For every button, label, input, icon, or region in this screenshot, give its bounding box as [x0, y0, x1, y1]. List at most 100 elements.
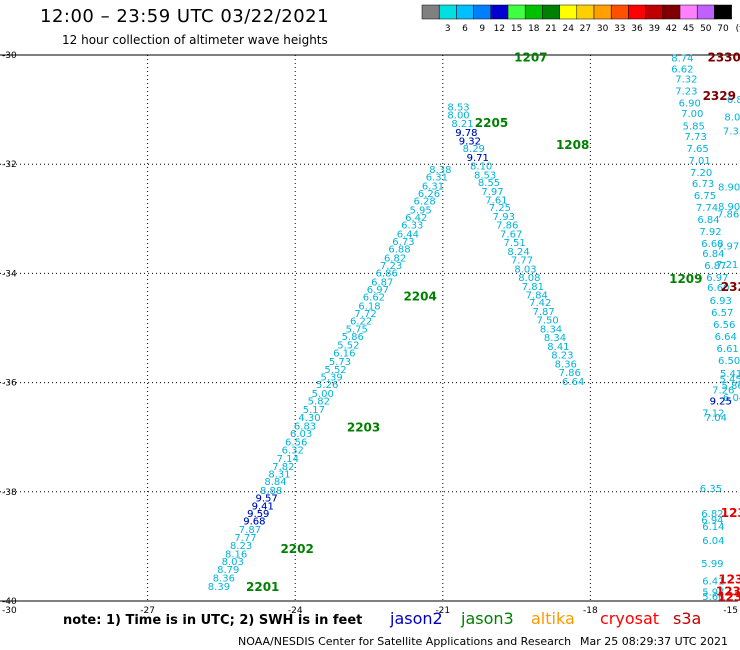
wave-height-value: 6.42 — [405, 213, 427, 224]
wave-height-value: 5.85 — [683, 121, 705, 132]
legend-tick-label: 42 — [666, 24, 677, 34]
wave-height-value: 6.18 — [358, 301, 380, 312]
wave-height-value: 5.97 — [702, 588, 724, 599]
legend-tick-label: 33 — [614, 24, 625, 34]
wave-height-value: 7.14 — [277, 454, 299, 465]
wave-height-value: 7.21 — [716, 260, 738, 271]
wave-height-value: 8.90 — [718, 202, 740, 213]
wave-height-value: 5.45 — [719, 375, 740, 386]
wave-height-value: 7.23 — [380, 261, 402, 272]
wave-height-value: 6.61 — [717, 344, 739, 355]
wave-height-value: 4.30 — [298, 413, 320, 424]
lat-label-bottom: -30 — [2, 606, 17, 616]
wave-height-value: 8.39 — [208, 582, 230, 593]
wave-height-value: 9.41 — [252, 501, 274, 512]
legend-tick-label: 18 — [528, 24, 540, 34]
legend-tick-label: 27 — [580, 24, 591, 34]
wave-height-value: 7.67 — [500, 229, 522, 240]
wave-height-value: 6.93 — [710, 296, 732, 307]
wave-height-value: 7.97 — [481, 187, 503, 198]
legend-tick-label: 70 — [717, 24, 729, 34]
wave-height-value: 7.86 — [559, 368, 581, 379]
legend-swatch — [593, 4, 612, 20]
wave-height-value: 5.00 — [312, 389, 334, 400]
wave-height-value: 8.03 — [514, 264, 536, 275]
wave-height-value: 7.32 — [675, 74, 697, 85]
legend-swatch — [421, 4, 440, 20]
wave-height-value: 8.10 — [470, 162, 492, 173]
lon-label: -24 — [288, 606, 303, 616]
wave-height-value: 6.86 — [376, 269, 398, 280]
legend-swatch — [542, 4, 560, 20]
wave-height-value: 7.86 — [496, 221, 518, 232]
wave-height-value: 7.42 — [529, 298, 551, 309]
wave-height-value: 6.28 — [413, 197, 435, 208]
wave-height-value: 6.87 — [704, 261, 726, 272]
wave-height-value: 5.86 — [721, 381, 740, 392]
pass-time-label: 2201 — [246, 580, 279, 594]
legend-swatch — [610, 4, 629, 20]
wave-height-value: 7.00 — [681, 109, 703, 120]
wave-height-value: 6.82 — [701, 509, 723, 520]
wave-height-value: 5.86 — [342, 332, 364, 343]
lat-label: -38 — [2, 488, 17, 498]
wave-height-value: 6.26 — [418, 189, 440, 200]
wave-height-value: 6.82 — [384, 253, 406, 264]
wave-height-value: 8.34 — [544, 333, 566, 344]
lat-label: -30 — [2, 51, 17, 61]
legend-altika: altika — [531, 609, 575, 628]
wave-height-value: 8.36 — [555, 359, 577, 370]
wave-height-value: 9.78 — [455, 128, 477, 139]
wave-height-value: 8.00 — [447, 110, 469, 121]
wave-height-value: 7.61 — [485, 196, 507, 207]
wave-height-value: 7.74 — [696, 203, 718, 214]
wave-height-value: 8.01 — [724, 113, 740, 124]
wave-height-value: 6.03 — [290, 429, 312, 440]
wave-height-value: 7.77 — [234, 533, 256, 544]
pass-time-label: 1208 — [556, 138, 589, 152]
legend-tick-label: 6 — [462, 24, 468, 34]
wave-height-value: 9.25 — [710, 396, 732, 407]
wave-height-value: 5.52 — [324, 365, 346, 376]
wave-height-value: 6.60 — [707, 283, 729, 294]
wave-height-value: 5.17 — [303, 405, 325, 416]
pass-time-label: 1209 — [669, 272, 702, 286]
legend-swatch — [714, 4, 732, 20]
legend-tick-label: 36 — [631, 24, 643, 34]
credit-line: NOAA/NESDIS Center for Satellite Applica… — [238, 635, 572, 648]
wave-height-value: 7.87 — [239, 525, 261, 536]
wave-height-value: 6.57 — [711, 308, 733, 319]
legend-swatch — [679, 4, 698, 20]
pass-time-label: 1207 — [514, 51, 547, 65]
wave-height-value: 6.04 — [702, 536, 724, 547]
legend-cryosat: cryosat — [600, 609, 660, 628]
wave-height-value: 6.22 — [350, 317, 372, 328]
wave-height-value: 8.79 — [217, 565, 239, 576]
wave-height-value: 6.73 — [392, 237, 414, 248]
wave-height-value: 7.77 — [511, 256, 533, 267]
wave-height-value: 8.84 — [264, 477, 286, 488]
legend-swatch — [696, 4, 715, 20]
wave-height-value: 6.41 — [702, 577, 724, 588]
legend-tick-label: 12 — [494, 24, 505, 34]
lon-label: -27 — [140, 606, 155, 616]
legend-jason2: jason2 — [390, 609, 443, 628]
wave-height-value: 7.72 — [354, 309, 376, 320]
wave-height-value: 6.97 — [706, 273, 728, 284]
pass-time-label: 1237 — [721, 506, 740, 520]
wave-height-value: 8.74 — [671, 54, 693, 65]
pass-time-label: 2329 — [703, 89, 736, 103]
wave-height-value: 6.90 — [679, 98, 701, 109]
legend-swatch — [662, 4, 681, 20]
wave-height-value: 7.84 — [526, 291, 548, 302]
page-title: 12:00 – 23:59 UTC 03/22/2021 — [40, 6, 330, 27]
wave-height-value: 6.16 — [333, 348, 355, 359]
lon-label: -18 — [583, 606, 598, 616]
wave-height-value: 7.25 — [489, 203, 511, 214]
wave-height-value: 5.66 — [702, 592, 724, 603]
wave-height-value: 7.87 — [533, 307, 555, 318]
wave-height-value: 7.92 — [699, 227, 721, 238]
wave-height-value: 7.01 — [688, 156, 710, 167]
wave-height-value: 9.32 — [459, 137, 481, 148]
wave-height-value: 7.86 — [717, 210, 739, 221]
